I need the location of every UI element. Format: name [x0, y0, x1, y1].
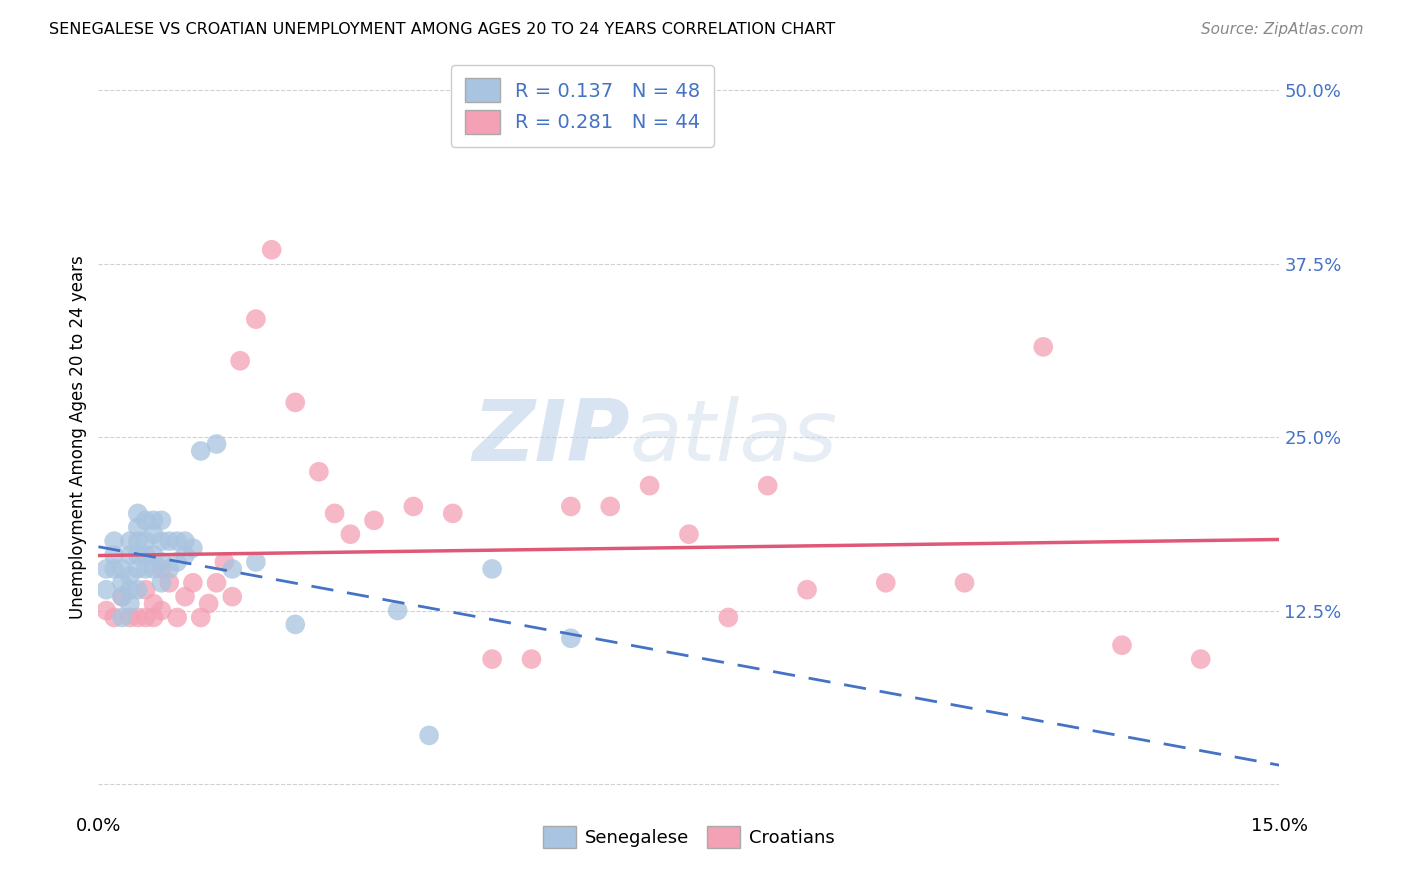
Point — [214, 555, 236, 569]
Point — [157, 562, 180, 576]
Point — [150, 513, 173, 527]
Point — [150, 555, 173, 569]
Point — [190, 444, 212, 458]
Point — [150, 562, 173, 576]
Point — [111, 562, 134, 576]
Point — [481, 652, 503, 666]
Point — [127, 610, 149, 624]
Point — [205, 575, 228, 590]
Point — [127, 582, 149, 597]
Point — [142, 513, 165, 527]
Point — [796, 582, 818, 597]
Point — [953, 575, 976, 590]
Point — [111, 610, 134, 624]
Point — [157, 534, 180, 549]
Point — [118, 597, 141, 611]
Point — [339, 527, 361, 541]
Point — [135, 562, 157, 576]
Point — [118, 569, 141, 583]
Point — [118, 610, 141, 624]
Point — [166, 555, 188, 569]
Point — [157, 575, 180, 590]
Text: atlas: atlas — [630, 395, 838, 479]
Legend: Senegalese, Croatians: Senegalese, Croatians — [536, 819, 842, 855]
Point — [118, 534, 141, 549]
Point — [127, 534, 149, 549]
Point — [181, 575, 204, 590]
Point — [1111, 638, 1133, 652]
Point — [418, 728, 440, 742]
Point — [756, 478, 779, 492]
Point — [142, 548, 165, 562]
Point — [142, 597, 165, 611]
Point — [560, 632, 582, 646]
Point — [308, 465, 330, 479]
Point — [118, 548, 141, 562]
Point — [174, 534, 197, 549]
Point — [441, 507, 464, 521]
Point — [174, 548, 197, 562]
Point — [717, 610, 740, 624]
Point — [402, 500, 425, 514]
Point — [1032, 340, 1054, 354]
Point — [284, 617, 307, 632]
Point — [245, 312, 267, 326]
Point — [174, 590, 197, 604]
Point — [96, 562, 118, 576]
Point — [260, 243, 283, 257]
Point — [520, 652, 543, 666]
Point — [142, 562, 165, 576]
Point — [111, 590, 134, 604]
Point — [875, 575, 897, 590]
Point — [103, 534, 125, 549]
Point — [103, 610, 125, 624]
Point — [127, 562, 149, 576]
Point — [599, 500, 621, 514]
Point — [166, 534, 188, 549]
Point — [481, 562, 503, 576]
Point — [135, 582, 157, 597]
Point — [284, 395, 307, 409]
Point — [323, 507, 346, 521]
Point — [111, 575, 134, 590]
Point — [387, 603, 409, 617]
Point — [142, 610, 165, 624]
Y-axis label: Unemployment Among Ages 20 to 24 years: Unemployment Among Ages 20 to 24 years — [69, 255, 87, 619]
Point — [111, 590, 134, 604]
Point — [221, 590, 243, 604]
Point — [181, 541, 204, 555]
Point — [150, 603, 173, 617]
Point — [150, 534, 173, 549]
Point — [363, 513, 385, 527]
Point — [96, 603, 118, 617]
Point — [135, 534, 157, 549]
Point — [127, 507, 149, 521]
Text: ZIP: ZIP — [472, 395, 630, 479]
Point — [103, 548, 125, 562]
Text: SENEGALESE VS CROATIAN UNEMPLOYMENT AMONG AGES 20 TO 24 YEARS CORRELATION CHART: SENEGALESE VS CROATIAN UNEMPLOYMENT AMON… — [49, 22, 835, 37]
Point — [150, 575, 173, 590]
Point — [678, 527, 700, 541]
Point — [103, 562, 125, 576]
Point — [135, 610, 157, 624]
Point — [245, 555, 267, 569]
Text: Source: ZipAtlas.com: Source: ZipAtlas.com — [1201, 22, 1364, 37]
Point — [229, 353, 252, 368]
Point — [96, 582, 118, 597]
Point — [142, 527, 165, 541]
Point — [221, 562, 243, 576]
Point — [166, 610, 188, 624]
Point — [127, 548, 149, 562]
Point — [118, 582, 141, 597]
Point — [638, 478, 661, 492]
Point — [1189, 652, 1212, 666]
Point — [190, 610, 212, 624]
Point — [205, 437, 228, 451]
Point — [135, 548, 157, 562]
Point — [135, 513, 157, 527]
Point — [127, 520, 149, 534]
Point — [560, 500, 582, 514]
Point — [197, 597, 219, 611]
